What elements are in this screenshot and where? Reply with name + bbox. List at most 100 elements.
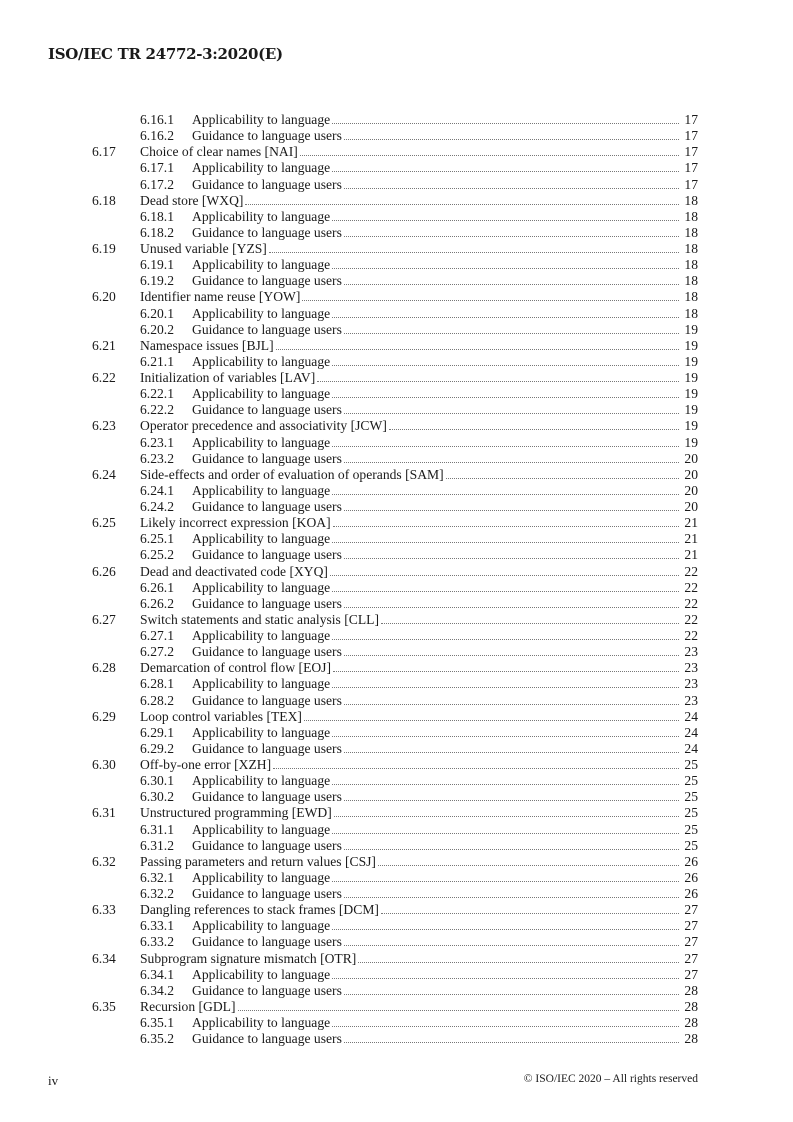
toc-entry-line: Likely incorrect expression [KOA] 21 bbox=[140, 515, 698, 532]
toc-entry[interactable]: 6.30.1 Applicability to language 25 bbox=[0, 773, 793, 790]
toc-entry[interactable]: 6.26.2 Guidance to language users 22 bbox=[0, 595, 793, 612]
toc-entry-page: 28 bbox=[684, 1031, 698, 1047]
toc-entry[interactable]: 6.32.2 Guidance to language users 26 bbox=[0, 886, 793, 903]
toc-entry[interactable]: 6.33 Dangling references to stack frames … bbox=[0, 902, 793, 919]
toc-entry-number: 6.19 bbox=[92, 241, 116, 256]
toc-entry[interactable]: 6.29.1 Applicability to language 24 bbox=[0, 724, 793, 741]
table-of-contents: 6.16.1 Applicability to language 17 6.16.2 G… bbox=[0, 112, 793, 1048]
dot-leader bbox=[332, 386, 679, 399]
toc-entry[interactable]: 6.20 Identifier name reuse [YOW] 18 bbox=[0, 289, 793, 306]
toc-entry-page: 22 bbox=[684, 595, 698, 611]
dot-leader bbox=[343, 983, 679, 995]
dot-leader bbox=[332, 515, 679, 528]
toc-entry[interactable]: 6.21 Namespace issues [BJL] 19 bbox=[0, 337, 793, 354]
toc-entry[interactable]: 6.18.2 Guidance to language users 18 bbox=[0, 224, 793, 242]
toc-entry[interactable]: 6.22.1 Applicability to language 19 bbox=[0, 386, 793, 403]
toc-entry[interactable]: 6.17 Choice of clear names [NAI] 17 bbox=[0, 144, 793, 161]
toc-entry[interactable]: 6.22.2 Guidance to language users 19 bbox=[0, 402, 793, 419]
toc-entry[interactable]: 6.19 Unused variable [YZS] 18 bbox=[0, 241, 793, 258]
dot-leader bbox=[343, 451, 679, 463]
toc-entry[interactable]: 6.32.1 Applicability to language 26 bbox=[0, 869, 793, 887]
toc-entry-line: Namespace issues [BJL] 19 bbox=[140, 337, 698, 354]
toc-entry[interactable]: 6.17.1 Applicability to language 17 bbox=[0, 160, 793, 177]
toc-entry[interactable]: 6.23 Operator precedence and associativit… bbox=[0, 418, 793, 435]
toc-entry[interactable]: 6.27 Switch statements and static analysi… bbox=[0, 611, 793, 629]
toc-entry[interactable]: 6.20.1 Applicability to language 18 bbox=[0, 305, 793, 322]
toc-entry[interactable]: 6.16.2 Guidance to language users 17 bbox=[0, 128, 793, 145]
toc-entry-page: 25 bbox=[684, 837, 698, 853]
dot-leader bbox=[343, 273, 679, 286]
toc-entry[interactable]: 6.18 Dead store [WXQ] 18 bbox=[0, 192, 793, 209]
toc-entry[interactable]: 6.27.2 Guidance to language users 23 bbox=[0, 644, 793, 661]
toc-entry-number: 6.18.1 bbox=[140, 208, 174, 224]
toc-entry-line: Guidance to language users 23 bbox=[192, 692, 698, 709]
toc-entry[interactable]: 6.34.2 Guidance to language users 28 bbox=[0, 982, 793, 999]
toc-entry[interactable]: 6.23.1 Applicability to language 19 bbox=[0, 434, 793, 451]
toc-entry-number: 6.22.2 bbox=[140, 402, 174, 418]
toc-entry[interactable]: 6.29 Loop control variables [TEX] 24 bbox=[0, 708, 793, 725]
toc-entry[interactable]: 6.23.2 Guidance to language users 20 bbox=[0, 450, 793, 467]
toc-entry[interactable]: 6.31 Unstructured programming [EWD] 25 bbox=[0, 805, 793, 822]
toc-entry[interactable]: 6.25.2 Guidance to language users 21 bbox=[0, 547, 793, 564]
toc-entry[interactable]: 6.18.1 Applicability to language 18 bbox=[0, 208, 793, 225]
dot-leader bbox=[332, 354, 679, 366]
toc-entry-title: Guidance to language users bbox=[192, 321, 343, 338]
toc-entry[interactable]: 6.25 Likely incorrect expression [KOA] 21 bbox=[0, 515, 793, 532]
toc-entry[interactable]: 6.20.2 Guidance to language users 19 bbox=[0, 321, 793, 338]
toc-entry-line: Applicability to language 18 bbox=[192, 257, 698, 274]
toc-entry[interactable]: 6.19.2 Guidance to language users 18 bbox=[0, 273, 793, 290]
toc-entry[interactable]: 6.26 Dead and deactivated code [XYQ] 22 bbox=[0, 563, 793, 580]
toc-entry[interactable]: 6.33.1 Applicability to language 27 bbox=[0, 918, 793, 935]
toc-entry-title: Unstructured programming [EWD] bbox=[140, 805, 333, 822]
toc-entry-title: Guidance to language users bbox=[192, 595, 343, 612]
dot-leader bbox=[332, 160, 679, 173]
copyright-notice: © ISO/IEC 2020 – All rights reserved bbox=[523, 1073, 698, 1085]
toc-entry[interactable]: 6.35.1 Applicability to language 28 bbox=[0, 1015, 793, 1032]
toc-entry-page: 21 bbox=[684, 531, 698, 547]
toc-entry-title: Operator precedence and associativity [J… bbox=[140, 418, 388, 435]
toc-entry[interactable]: 6.34.1 Applicability to language 27 bbox=[0, 966, 793, 983]
toc-entry[interactable]: 6.28.1 Applicability to language 23 bbox=[0, 676, 793, 693]
toc-entry[interactable]: 6.28 Demarcation of control flow [EOJ] 23 bbox=[0, 660, 793, 677]
toc-entry[interactable]: 6.24 Side-effects and order of evaluation… bbox=[0, 466, 793, 483]
toc-entry-page: 27 bbox=[684, 950, 698, 966]
toc-entry[interactable]: 6.28.2 Guidance to language users 23 bbox=[0, 692, 793, 709]
toc-entry[interactable]: 6.25.1 Applicability to language 21 bbox=[0, 531, 793, 548]
toc-entry[interactable]: 6.35.2 Guidance to language users 28 bbox=[0, 1031, 793, 1048]
toc-entry[interactable]: 6.21.1 Applicability to language 19 bbox=[0, 353, 793, 371]
toc-entry[interactable]: 6.34 Subprogram signature mismatch [OTR] 2… bbox=[0, 950, 793, 967]
dot-leader bbox=[343, 225, 679, 237]
toc-entry-number: 6.33.1 bbox=[140, 918, 174, 934]
toc-entry-number: 6.30.2 bbox=[140, 789, 174, 805]
toc-entry-number: 6.17 bbox=[92, 144, 116, 160]
dot-leader bbox=[358, 951, 679, 963]
toc-entry-page: 28 bbox=[684, 1015, 698, 1030]
toc-entry[interactable]: 6.31.2 Guidance to language users 25 bbox=[0, 837, 793, 854]
toc-entry-title: Applicability to language bbox=[192, 773, 332, 790]
dot-leader bbox=[377, 854, 679, 866]
toc-entry[interactable]: 6.24.1 Applicability to language 20 bbox=[0, 482, 793, 500]
toc-entry[interactable]: 6.29.2 Guidance to language users 24 bbox=[0, 740, 793, 758]
toc-entry[interactable]: 6.24.2 Guidance to language users 20 bbox=[0, 499, 793, 516]
toc-entry[interactable]: 6.30 Off-by-one error [XZH] 25 bbox=[0, 757, 793, 774]
toc-entry[interactable]: 6.19.1 Applicability to language 18 bbox=[0, 257, 793, 274]
toc-entry[interactable]: 6.31.1 Applicability to language 25 bbox=[0, 821, 793, 838]
toc-entry[interactable]: 6.35 Recursion [GDL] 28 bbox=[0, 998, 793, 1016]
dot-leader bbox=[343, 934, 679, 947]
toc-entry[interactable]: 6.26.1 Applicability to language 22 bbox=[0, 579, 793, 596]
toc-entry-page: 21 bbox=[684, 547, 698, 563]
toc-entry-number: 6.29 bbox=[92, 708, 116, 724]
toc-entry[interactable]: 6.27.1 Applicability to language 22 bbox=[0, 628, 793, 645]
toc-entry-title: Unused variable [YZS] bbox=[140, 241, 268, 258]
toc-entry[interactable]: 6.32 Passing parameters and return values… bbox=[0, 853, 793, 870]
toc-entry-title: Side-effects and order of evaluation of … bbox=[140, 466, 445, 483]
toc-entry-page: 18 bbox=[684, 224, 698, 240]
toc-entry[interactable]: 6.22 Initialization of variables [LAV] 19 bbox=[0, 370, 793, 387]
toc-entry[interactable]: 6.17.2 Guidance to language users 17 bbox=[0, 176, 793, 193]
toc-entry[interactable]: 6.16.1 Applicability to language 17 bbox=[0, 112, 793, 129]
toc-entry-number: 6.24 bbox=[92, 466, 116, 482]
toc-entry[interactable]: 6.33.2 Guidance to language users 27 bbox=[0, 934, 793, 951]
dot-leader bbox=[343, 177, 679, 189]
toc-entry[interactable]: 6.30.2 Guidance to language users 25 bbox=[0, 789, 793, 806]
toc-entry-title: Applicability to language bbox=[192, 482, 332, 500]
